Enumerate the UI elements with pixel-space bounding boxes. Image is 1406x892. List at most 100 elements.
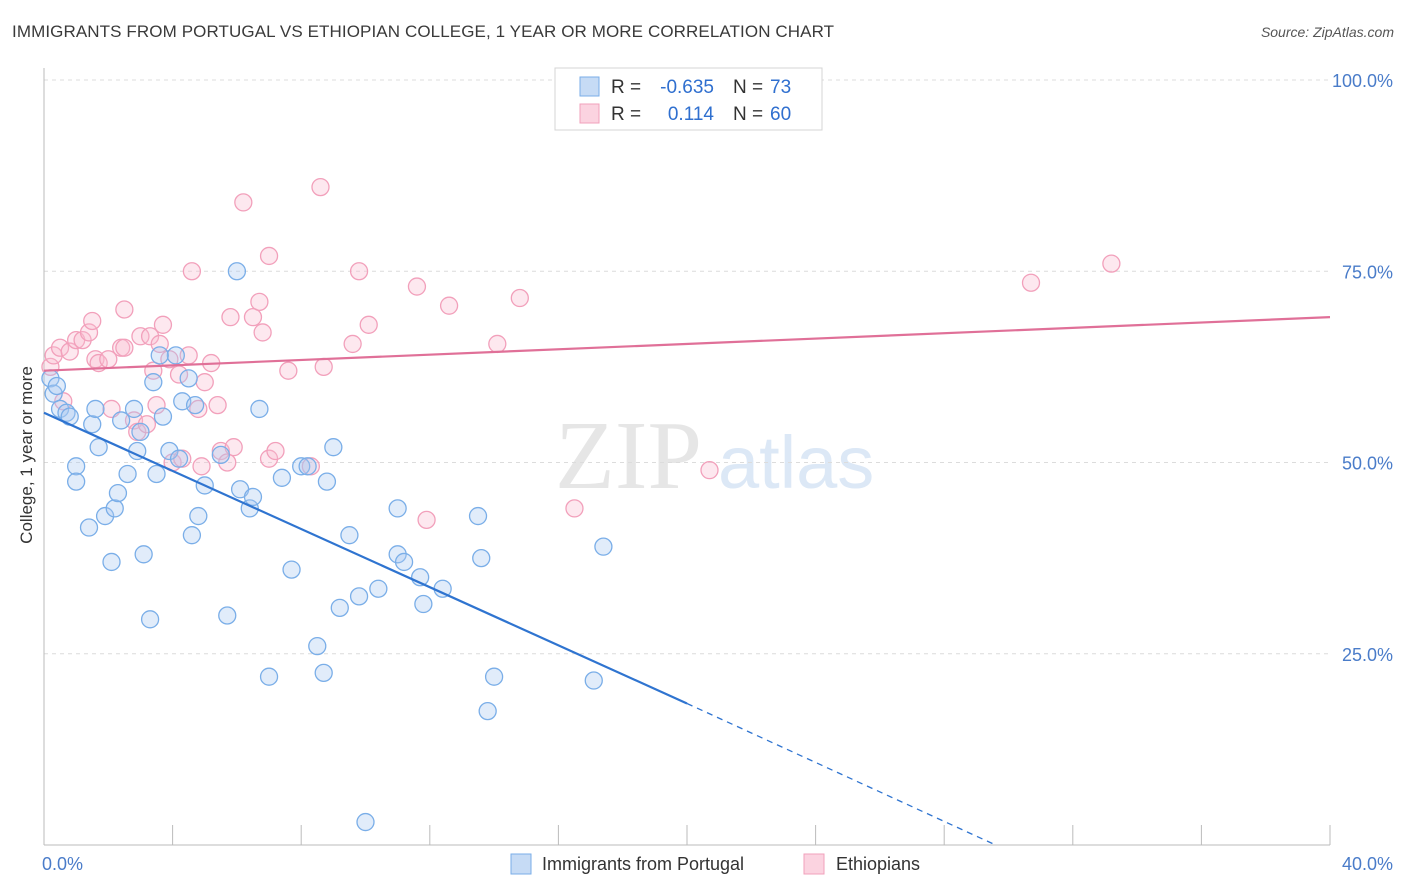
- ethiopians-point-18: [131, 327, 150, 346]
- legend-r-value-2: 0.114: [668, 104, 715, 125]
- portugal-point-21: [134, 545, 153, 564]
- ethiopians-point-24: [153, 315, 173, 334]
- legend-swatch-ethiopians: [579, 103, 600, 124]
- y-axis-label: College, 1 year or more: [17, 366, 36, 544]
- portugal-point-47: [298, 457, 317, 476]
- ethiopians-point-56: [439, 296, 459, 315]
- ethiopians-point-39: [221, 307, 240, 327]
- y-tick-label-3: 100.0%: [1332, 71, 1393, 91]
- x-tick-label-0: 0.0%: [42, 854, 83, 874]
- ethiopians-point-41: [243, 307, 263, 327]
- axes: [43, 68, 1331, 846]
- legend-n-value-2: 60: [770, 104, 791, 125]
- legend-n-value-1: 73: [770, 77, 791, 98]
- ethiopians-point-53: [359, 315, 378, 334]
- trend-lines: [43, 316, 1331, 846]
- portugal-point-26: [160, 441, 179, 461]
- ethiopians-point-50: [314, 357, 333, 377]
- chart-source: Source: ZipAtlas.com: [1260, 24, 1394, 40]
- bottom-legend-ethiopians: Ethiopians: [836, 854, 920, 874]
- portugal-point-51: [324, 438, 343, 457]
- portugal-point-28: [166, 346, 185, 365]
- ethiopians-point-2: [50, 338, 70, 357]
- portugal-point-56: [369, 579, 388, 598]
- portugal-point-7: [67, 472, 86, 491]
- ethiopians-point-32: [192, 457, 211, 476]
- portugal-point-25: [153, 407, 173, 426]
- portugal-point-13: [102, 552, 121, 572]
- y-tick-label-1: 50.0%: [1342, 454, 1393, 474]
- portugal-point-6: [67, 457, 86, 476]
- ethiopians-point-14: [115, 300, 134, 319]
- portugal-point-32: [182, 526, 202, 545]
- portugal-point-11: [89, 438, 108, 457]
- portugal-point-18: [124, 399, 144, 419]
- ethiopians-point-62: [1102, 254, 1121, 273]
- tick-labels: 25.0% 50.0% 75.0% 100.0% 0.0% 40.0%: [42, 71, 1393, 874]
- legend-r-value-1: -0.635: [660, 77, 714, 98]
- portugal-point-29: [150, 346, 169, 365]
- portugal-point-20: [131, 422, 150, 442]
- portugal-point-27: [169, 449, 189, 468]
- legend-n-label-1: N =: [733, 77, 763, 98]
- ethiopians-point-35: [208, 395, 227, 415]
- portugal-point-52: [330, 598, 349, 617]
- y-tick-label-2: 75.0%: [1342, 262, 1393, 282]
- bottom-legend-swatch-ethiopians: [803, 853, 825, 875]
- portugal-point-54: [349, 587, 369, 606]
- bottom-legend-portugal: Immigrants from Portugal: [542, 854, 744, 874]
- portugal-point-48: [308, 636, 327, 656]
- ethiopians-point-42: [250, 292, 269, 312]
- ethiopians-point-40: [234, 193, 253, 212]
- legend-r-label-2: R =: [611, 104, 641, 125]
- portugal-point-49: [314, 663, 333, 683]
- portugal-point-15: [108, 483, 128, 503]
- ethiopians-point-52: [349, 262, 369, 281]
- ethiopians-trend-line: [43, 316, 1331, 372]
- portugal-point-45: [282, 560, 301, 579]
- ethiopians-points: [41, 177, 1121, 530]
- portugal-trend-extension: [686, 702, 996, 846]
- grid-lines: [44, 79, 1330, 655]
- portugal-point-65: [484, 667, 504, 686]
- portugal-points: [41, 262, 613, 832]
- portugal-point-38: [227, 262, 247, 281]
- portugal-point-33: [185, 395, 205, 415]
- portugal-point-63: [468, 506, 488, 526]
- ethiopians-point-44: [259, 246, 279, 266]
- portugal-point-36: [211, 445, 230, 465]
- y-tick-label-0: 25.0%: [1342, 645, 1393, 665]
- portugal-point-2: [47, 376, 67, 396]
- ethiopians-point-49: [311, 177, 330, 197]
- portugal-point-12: [95, 506, 115, 526]
- ethiopians-point-60: [700, 460, 719, 480]
- portugal-point-24: [147, 464, 166, 484]
- portugal-point-68: [594, 537, 613, 556]
- ethiopians-point-22: [147, 395, 166, 415]
- ethiopians-point-15: [115, 338, 134, 357]
- portugal-point-23: [144, 373, 163, 392]
- ethiopians-point-51: [343, 334, 362, 354]
- ethiopians-point-7: [79, 323, 99, 342]
- ethiopians-point-54: [407, 277, 427, 296]
- portugal-point-9: [83, 415, 102, 434]
- portugal-point-61: [414, 594, 433, 614]
- portugal-point-64: [472, 548, 491, 568]
- portugal-point-10: [86, 399, 105, 419]
- ethiopians-point-4: [60, 342, 79, 361]
- bottom-legend-swatch-portugal: [510, 853, 532, 875]
- ethiopians-point-59: [565, 499, 584, 518]
- portugal-point-37: [218, 606, 237, 625]
- portugal-point-53: [340, 526, 359, 545]
- portugal-point-31: [179, 369, 198, 388]
- ethiopians-point-43: [253, 323, 272, 342]
- ethiopians-point-30: [182, 262, 202, 281]
- x-tick-label-1: 40.0%: [1342, 854, 1393, 874]
- ethiopians-point-58: [510, 288, 529, 308]
- portugal-point-44: [272, 468, 292, 487]
- ethiopians-point-33: [195, 373, 214, 392]
- portugal-point-50: [317, 472, 337, 491]
- portugal-point-67: [584, 671, 603, 690]
- legend-n-label-2: N =: [733, 104, 763, 125]
